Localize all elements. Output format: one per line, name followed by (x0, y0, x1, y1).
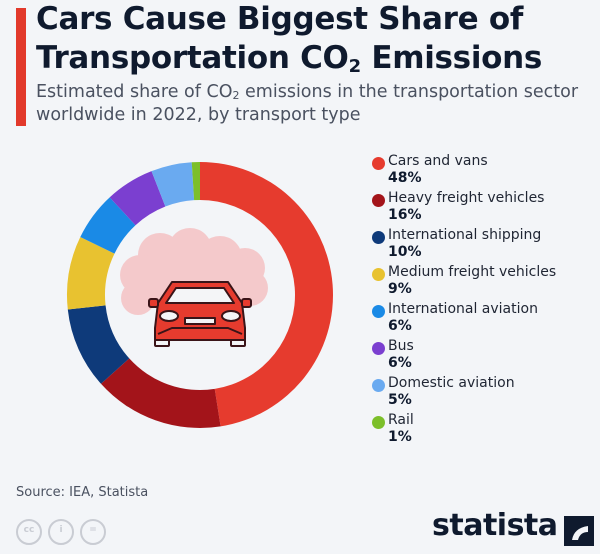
legend-item-international-shipping: International shipping 10% (372, 226, 600, 263)
legend-value: 1% (388, 429, 412, 445)
subtitle-text: emissions in the transportation sector w… (36, 82, 579, 125)
statista-logo[interactable]: statista (432, 508, 594, 546)
title-text: Transportation CO (36, 40, 349, 76)
legend-value: 6% (388, 318, 412, 334)
legend-item-international-aviation: International aviation 6% (372, 300, 600, 337)
donut-slice-cars-and-vans (200, 162, 333, 427)
legend-label: Cars and vans (388, 153, 488, 169)
legend-item-cars-and-vans: Cars and vans 48% (372, 152, 600, 189)
legend-value: 6% (388, 355, 412, 371)
title-line-2: Transportation CO2 Emissions (36, 39, 596, 78)
statista-logo-mark-icon (563, 516, 594, 546)
legend-item-bus: Bus 6% (372, 337, 600, 374)
donut-chart (0, 150, 360, 450)
legend-value: 48% (388, 170, 422, 186)
donut-slice-medium-freight-vehicles (67, 237, 115, 310)
donut-slice-domestic-aviation (151, 162, 195, 207)
donut-slice-international-shipping (67, 305, 130, 384)
donut-slice-bus (109, 171, 166, 226)
donut-slice-international-aviation (80, 197, 136, 254)
legend-label: Medium freight vehicles (388, 264, 557, 280)
title-text: Emissions (360, 40, 543, 76)
legend-item-rail: Rail 1% (372, 411, 600, 448)
title-subscript: 2 (348, 56, 362, 77)
legend-label: International aviation (388, 301, 538, 317)
no-derivatives-icon[interactable]: = (80, 519, 106, 545)
legend-dot-icon (372, 194, 385, 207)
legend-label: International shipping (388, 227, 542, 243)
legend-dot-icon (372, 268, 385, 281)
source-note: Source: IEA, Statista (16, 485, 149, 500)
legend-label: Domestic aviation (388, 375, 515, 391)
legend-label: Heavy freight vehicles (388, 190, 545, 206)
legend-value: 10% (388, 244, 422, 260)
legend-dot-icon (372, 416, 385, 429)
legend-dot-icon (372, 231, 385, 244)
logo-text: statista (432, 508, 558, 543)
legend-dot-icon (372, 379, 385, 392)
subtitle-subscript: 2 (232, 89, 240, 102)
car-icon (148, 281, 252, 347)
donut-slice-heavy-freight-vehicles (100, 358, 221, 428)
legend-dot-icon (372, 157, 385, 170)
legend-item-medium-freight-vehicles: Medium freight vehicles 9% (372, 263, 600, 300)
donut-slices (67, 162, 333, 428)
chart-title: Cars Cause Biggest Share of Transportati… (36, 0, 596, 78)
chart-subtitle: Estimated share of CO2 emissions in the … (36, 81, 596, 127)
legend-label: Rail (388, 412, 414, 428)
title-accent-bar (16, 8, 26, 126)
legend-dot-icon (372, 342, 385, 355)
subtitle-text: Estimated share of CO (36, 82, 233, 102)
legend-item-domestic-aviation: Domestic aviation 5% (372, 374, 600, 411)
legend-value: 5% (388, 392, 412, 408)
attribution-icon[interactable]: i (48, 519, 74, 545)
donut-slice-rail (191, 162, 200, 201)
legend-value: 9% (388, 281, 412, 297)
creative-commons-icon[interactable]: cc (16, 519, 42, 545)
chart-legend: Cars and vans 48% Heavy freight vehicles… (372, 152, 600, 448)
donut-chart-svg (67, 162, 333, 428)
license-icons: cc i = (16, 519, 106, 545)
title-line-1: Cars Cause Biggest Share of (36, 1, 524, 37)
legend-value: 16% (388, 207, 422, 223)
legend-label: Bus (388, 338, 414, 354)
legend-item-heavy-freight-vehicles: Heavy freight vehicles 16% (372, 189, 600, 226)
car-smoke-icon (120, 228, 268, 347)
legend-dot-icon (372, 305, 385, 318)
